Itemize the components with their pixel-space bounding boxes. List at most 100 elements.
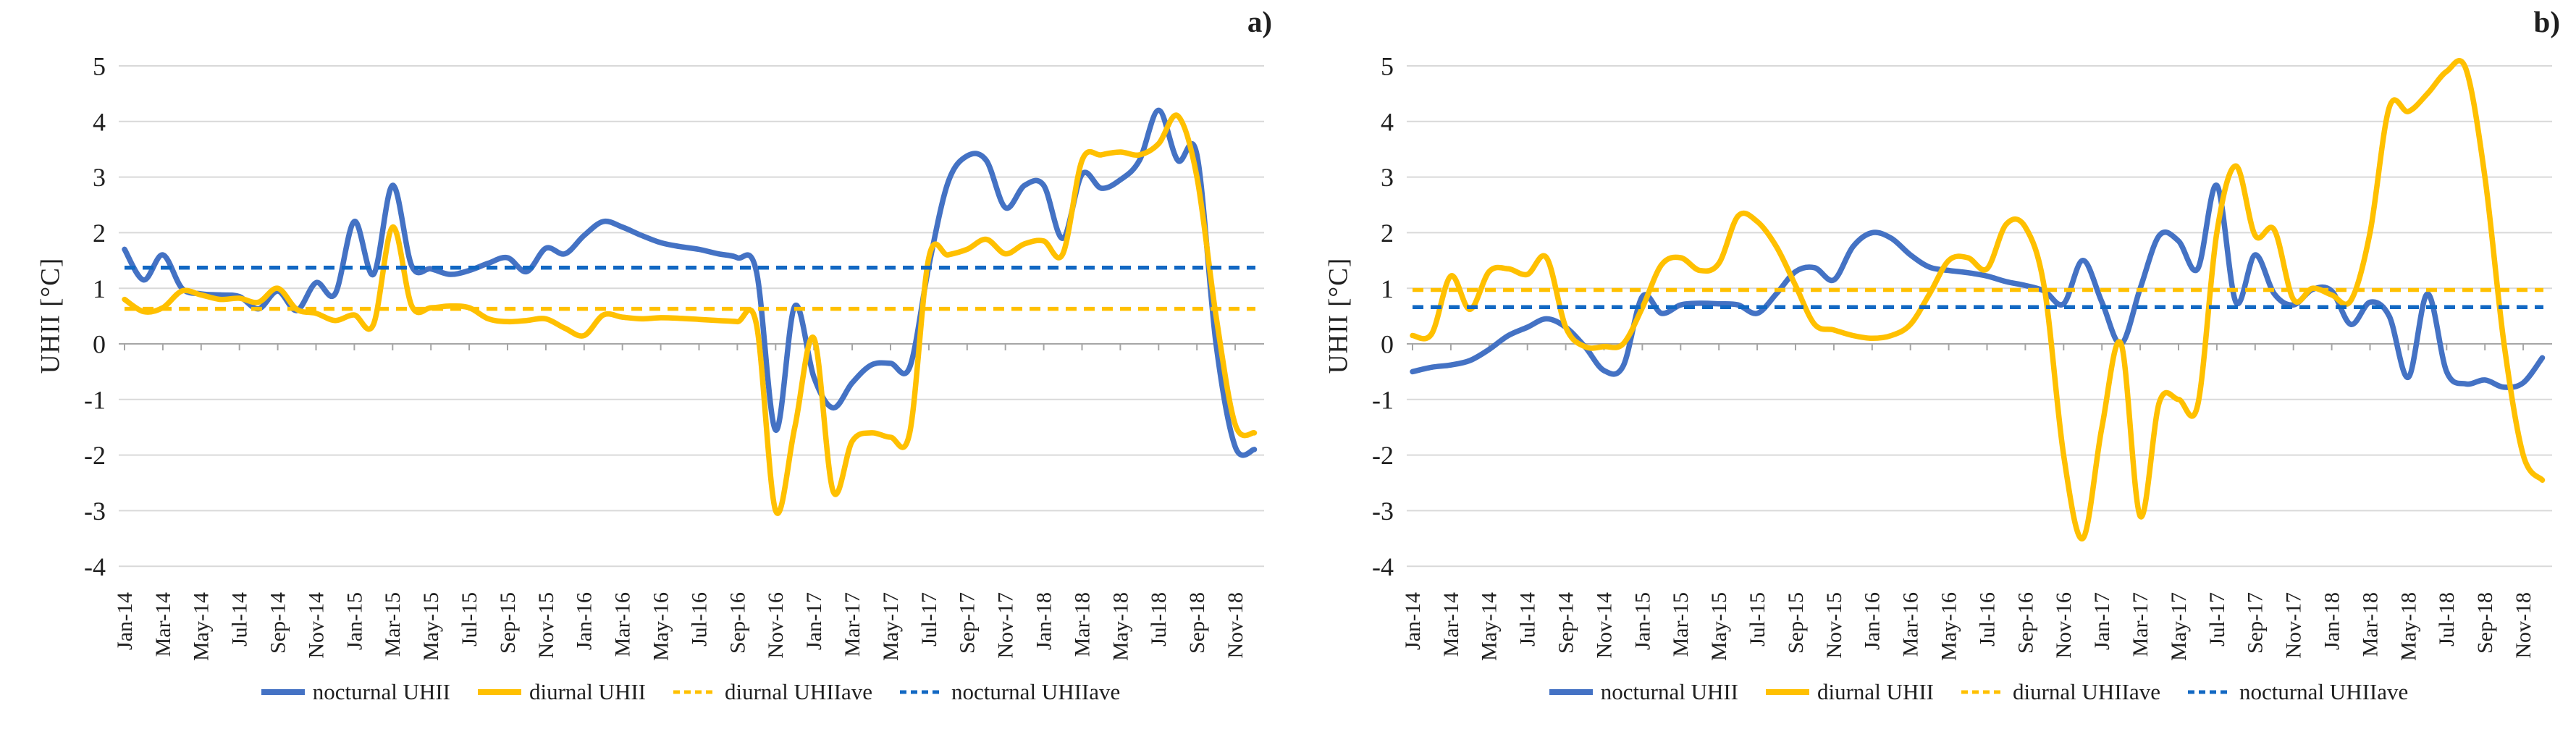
x-axis-tick-label: Jan-16 [573,592,597,650]
x-axis-tick-label: Mar-18 [2358,592,2382,657]
x-axis-tick-label: Jul-17 [917,592,941,646]
legend-label: nocturnal UHII [312,679,450,704]
x-axis-tick-label: Jan-18 [2320,592,2344,650]
diurnal-uhii-swatch-icon [1766,689,1809,695]
x-axis-tick-label: Jan-16 [1861,592,1885,650]
x-axis-tick-label: Sep-16 [725,592,749,654]
x-axis-tick-label: Jul-15 [458,592,481,646]
x-axis-tick-label: Sep-18 [2473,592,2497,654]
x-axis-tick-label: Jan-18 [1032,592,1056,650]
y-axis-tick-label: -3 [84,497,106,526]
x-axis-tick-label: Nov-18 [2512,592,2535,659]
chart-b-plot-area: 5 4 3 2 1 0 -1 -2 -3 -4 Jan-14 Mar-14 May-14 Jul-14 Se… [1372,52,2552,661]
x-axis-tick-label: Jul-14 [228,592,252,646]
x-axis-tick-label: Mar-16 [611,592,635,657]
y-axis-tick-label: -2 [1372,441,1394,470]
y-axis-tick-label: -4 [84,552,106,581]
x-axis-tick-label: May-15 [419,592,443,661]
legend-item-diurnal-uhiiave: diurnal UHIIave [1960,679,2160,705]
diurnal-uhii-line [1410,58,2546,542]
x-axis-tick-label: Jan-15 [342,592,366,650]
legend-item-nocturnal-uhiiave: nocturnal UHIIave [2186,679,2408,705]
y-axis-tick-label: -4 [1372,552,1394,581]
x-axis-tick-label: May-15 [1707,592,1731,661]
legend-item-nocturnal-uhiiave: nocturnal UHIIave [898,679,1120,705]
x-axis-tick-label: Nov-14 [1592,592,1616,659]
x-axis-tick-label: Sep-15 [496,592,520,654]
y-axis-tick-label: 0 [93,330,106,359]
x-axis-tick-label: Sep-17 [2244,592,2268,654]
x-axis-tick-label: Mar-15 [381,592,405,657]
x-axis-tick-label: Mar-17 [2129,592,2152,657]
nocturnal-uhii-swatch-icon [261,689,305,695]
y-axis-tick-label: 2 [1381,219,1394,248]
y-axis-tick-label: 4 [93,107,106,136]
y-axis-tick-label: 1 [1381,274,1394,303]
y-axis-tick-label: 5 [93,52,106,81]
legend-label: nocturnal UHIIave [951,679,1121,704]
x-axis-tick-label: Jul-18 [1147,592,1171,646]
legend-label: nocturnal UHIIave [2239,679,2409,704]
y-axis-title: UHII [°C] [35,257,66,374]
y-axis-tick-label: 2 [93,219,106,248]
y-axis-tick-label: 3 [93,163,106,192]
chart-a-legend: nocturnal UHII diurnal UHII diurnal UHIIav… [125,679,1255,705]
x-axis-tick-label: Mar-16 [1899,592,1923,657]
y-axis-tick-label: 5 [1381,52,1394,81]
x-axis-tick-label: Nov-17 [2282,592,2306,659]
legend-label: nocturnal UHII [1600,679,1738,704]
y-axis-tick-label: -1 [1372,385,1394,414]
x-axis-tick-label: Nov-16 [2052,592,2076,659]
x-axis-tick-label: Nov-14 [304,592,328,659]
x-axis-tick-label: Jan-17 [2090,592,2114,650]
x-axis-tick-label: Jul-18 [2435,592,2459,646]
y-axis-tick-label: -3 [1372,497,1394,526]
y-axis-title: UHII [°C] [1323,257,1354,374]
x-axis-tick-label: Mar-18 [1070,592,1094,657]
x-axis-tick-label: Nov-15 [1822,592,1846,659]
chart-panel-a: 5 4 3 2 1 0 -1 -2 -3 -4 Jan-14 Mar-14 May-14 Jul-14 Se… [35,5,1273,705]
y-axis-tick-label: 1 [93,274,106,303]
x-axis-tick-label: Jan-15 [1630,592,1654,650]
diurnal-uhiiave-swatch-icon [1961,690,2005,694]
legend-label: diurnal UHIIave [2012,679,2160,704]
panel-label-a: a) [1247,5,1272,38]
x-axis-tick-label: Sep-17 [956,592,980,654]
x-axis-tick-label: May-14 [1478,592,1502,661]
x-axis-tick-label: May-18 [1108,592,1132,661]
nocturnal-uhiiave-swatch-icon [2187,690,2231,694]
legend-item-nocturnal-uhii: nocturnal UHII [260,679,450,705]
chart-b-legend: nocturnal UHII diurnal UHII diurnal UHIIav… [1413,679,2543,705]
nocturnal-uhiiave-swatch-icon [899,690,943,694]
x-axis-tick-label: Sep-15 [1784,592,1808,654]
x-axis-tick-label: Sep-14 [266,592,290,654]
y-axis-tick-label: 4 [1381,107,1394,136]
x-axis-tick-label: Mar-15 [1669,592,1693,657]
legend-label: diurnal UHII [1817,679,1934,704]
x-axis-tick-label: Mar-14 [151,592,175,657]
nocturnal-uhii-line [122,107,1258,458]
legend-item-nocturnal-uhii: nocturnal UHII [1548,679,1738,705]
x-axis-tick-label: May-16 [649,592,673,661]
x-axis-tick-label: Jan-14 [113,592,137,650]
y-axis-tick-label: -2 [84,441,106,470]
x-axis-tick-label: May-17 [2167,592,2191,661]
x-axis-tick-label: Nov-15 [534,592,558,659]
x-axis-tick-label: Jul-14 [1516,592,1540,646]
x-axis-tick-label: Jul-15 [1746,592,1769,646]
chart-a-plot-area: 5 4 3 2 1 0 -1 -2 -3 -4 Jan-14 Mar-14 May-14 Jul-14 Se… [84,52,1264,661]
legend-item-diurnal-uhiiave: diurnal UHIIave [672,679,872,705]
y-axis-tick-label: 3 [1381,163,1394,192]
diurnal-uhii-swatch-icon [478,689,521,695]
x-axis-tick-label: Nov-16 [764,592,788,659]
chart-panel-b: 5 4 3 2 1 0 -1 -2 -3 -4 Jan-14 Mar-14 May-14 Jul-14 Se… [1288,0,2576,729]
nocturnal-uhii-swatch-icon [1549,689,1593,695]
x-axis-tick-label: May-14 [190,592,214,661]
x-axis-tick-label: Mar-14 [1439,592,1463,657]
x-axis-tick-label: Jan-17 [802,592,826,650]
x-axis-tick-label: May-17 [879,592,903,661]
nocturnal-uhii-line [1410,182,2546,390]
legend-label: diurnal UHIIave [724,679,872,704]
x-axis-tick-label: Sep-14 [1554,592,1578,654]
x-axis-tick-label: Jul-16 [1975,592,1999,646]
